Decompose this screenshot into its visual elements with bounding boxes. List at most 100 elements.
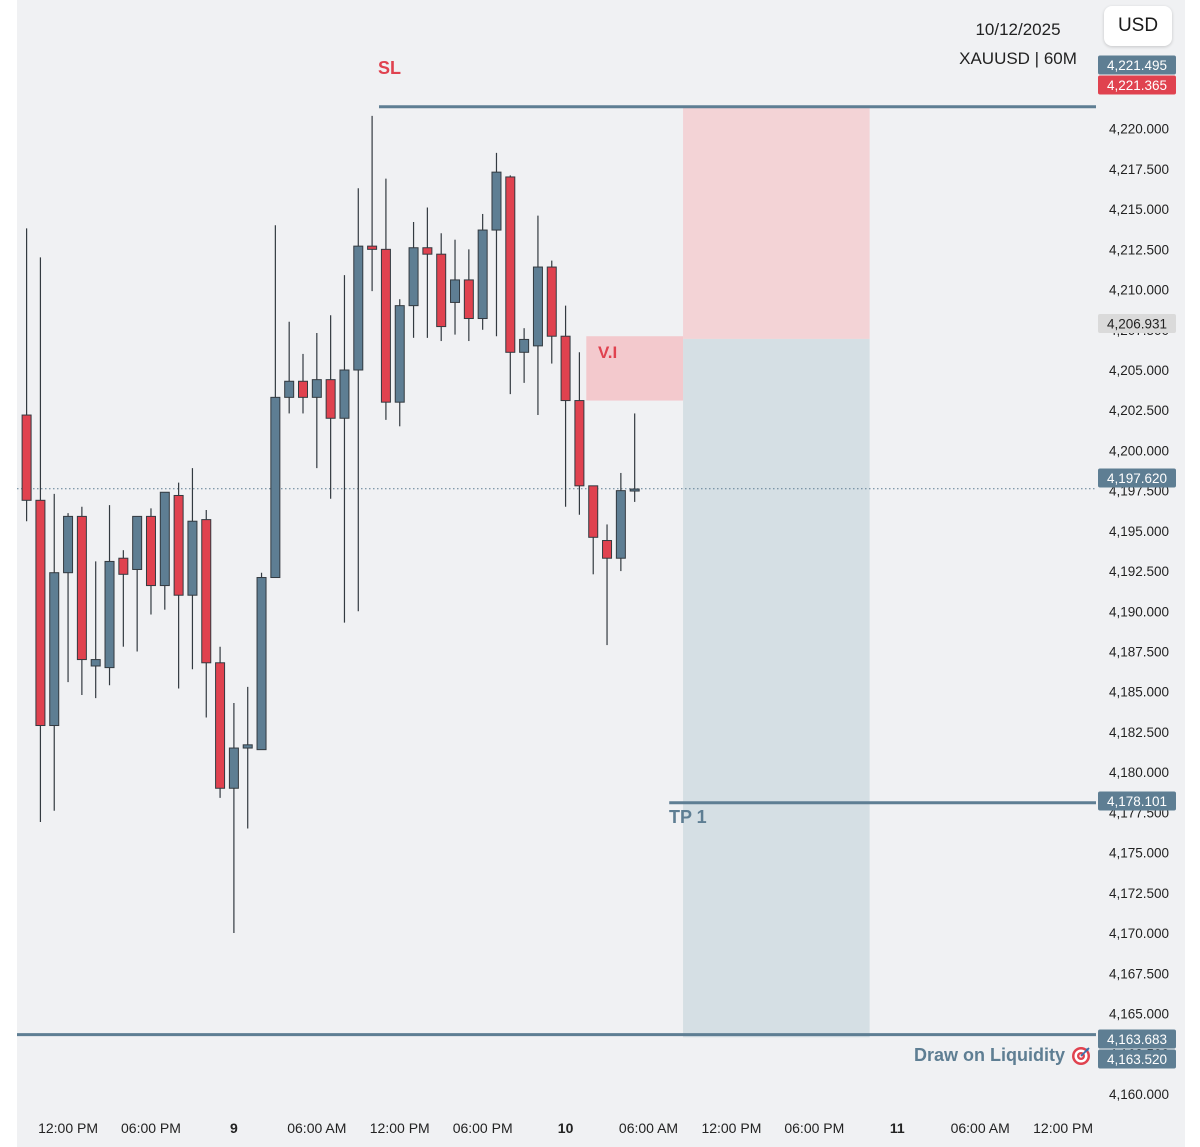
target-zone [683, 338, 870, 1038]
candle [228, 703, 239, 934]
candle [353, 188, 364, 612]
candle-body [21, 414, 32, 501]
currency-button[interactable]: USD [1104, 6, 1172, 46]
time-tick-label: 12:00 PM [38, 1120, 98, 1136]
candle-body [574, 400, 585, 487]
price-tag-label: 4,206.931 [1107, 317, 1167, 332]
candle-body [353, 245, 364, 371]
candle [256, 572, 267, 751]
candle-body [532, 266, 543, 347]
price-tick-label: 4,205.000 [1109, 363, 1169, 378]
candle [339, 275, 350, 623]
candle [35, 257, 46, 823]
candle-body [76, 515, 87, 661]
candle [298, 353, 308, 414]
candle [519, 328, 530, 383]
price-tag-sl: 4,221.365 [1098, 75, 1176, 95]
price-axis-background[interactable] [1096, 0, 1185, 1147]
price-tag-sl-upper: 4,221.495 [1098, 55, 1176, 75]
price-tick-label: 4,185.000 [1109, 685, 1169, 700]
candle-body [602, 540, 613, 559]
price-tick-label: 4,167.500 [1109, 966, 1169, 981]
price-tags: 4,221.365 4,221.495 4,197.620 4,206.931 4,17… [1098, 55, 1176, 1069]
price-tick-label: 4,160.000 [1109, 1087, 1169, 1102]
price-tag-background [1098, 314, 1176, 333]
candle [49, 493, 60, 811]
candle [21, 228, 32, 522]
candle-body [104, 560, 115, 669]
candle-body [560, 335, 571, 402]
draw-on-liquidity-label: Draw on Liquidity [914, 1045, 1091, 1066]
target-icon [1072, 1046, 1090, 1065]
candle-body [491, 171, 502, 231]
chart-date: 10/12/2025 [975, 20, 1061, 39]
candle [532, 215, 543, 416]
level-lines [17, 105, 1096, 1037]
price-tick-label: 4,195.000 [1109, 524, 1169, 539]
candle [242, 686, 253, 829]
candle-body [298, 380, 308, 398]
candle [90, 561, 101, 699]
candle-body [339, 369, 350, 419]
candle [560, 305, 571, 507]
candle [284, 321, 295, 414]
price-tag-dol: 4,163.520 [1098, 1049, 1176, 1069]
candle [463, 249, 474, 342]
candle [380, 178, 391, 420]
candle [505, 175, 516, 395]
time-tick-label: 9 [230, 1120, 238, 1136]
candle-body [228, 747, 239, 789]
price-tick-label: 4,192.500 [1109, 564, 1169, 579]
price-tag-background [1098, 75, 1176, 95]
price-tag-background [1098, 1029, 1176, 1049]
candle-body [629, 488, 640, 492]
candle-body [463, 279, 474, 320]
price-tick-label: 4,215.000 [1109, 202, 1169, 217]
candle [408, 222, 419, 338]
price-tag-label: 4,221.495 [1107, 58, 1167, 73]
candle-body [145, 515, 156, 587]
candle-body [380, 248, 391, 403]
price-tag-label: 4,178.101 [1107, 794, 1167, 809]
candle [588, 485, 599, 575]
price-tag-dol-upper: 4,163.683 [1098, 1029, 1176, 1049]
symbol-timeframe: XAUUSD | 60M [959, 49, 1077, 68]
candle [145, 508, 156, 615]
candle-body [311, 379, 322, 398]
candle-body [132, 515, 143, 570]
candle [173, 482, 184, 689]
candles [21, 115, 640, 934]
price-tick-label: 4,172.500 [1109, 886, 1169, 901]
candle-body [201, 519, 212, 664]
time-tick-label: 06:00 PM [121, 1120, 181, 1136]
candle-body [505, 176, 516, 353]
time-tick-label: 06:00 PM [453, 1120, 513, 1136]
candle [615, 472, 626, 572]
candle-body [615, 490, 626, 559]
candle-body [63, 515, 74, 574]
candle-body [394, 305, 405, 403]
candle [311, 333, 322, 469]
candle-body [270, 396, 281, 579]
price-tag-label: 4,163.520 [1107, 1052, 1167, 1067]
price-tag-entry: 4,206.931 [1098, 314, 1176, 333]
candle-body [187, 520, 198, 596]
candle [104, 505, 115, 686]
candle-body [546, 266, 557, 337]
candle-body [215, 662, 226, 789]
candle [187, 468, 198, 670]
candle [477, 213, 488, 330]
time-tick-label: 06:00 AM [951, 1120, 1010, 1136]
candle-body [408, 247, 419, 307]
candle-body [588, 485, 599, 538]
candle-body [519, 338, 530, 353]
time-tick-label: 06:00 PM [784, 1120, 844, 1136]
time-tick-label: 06:00 AM [287, 1120, 346, 1136]
price-tick-label: 4,220.000 [1109, 122, 1169, 137]
candle-body [90, 659, 101, 667]
candle-body [284, 380, 295, 398]
candle [76, 506, 87, 695]
price-tick-label: 4,202.500 [1109, 403, 1169, 418]
time-tick-label: 10 [558, 1120, 574, 1136]
